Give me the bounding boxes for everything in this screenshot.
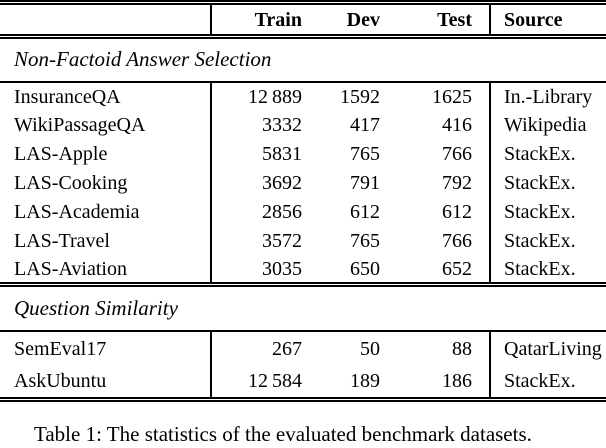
dataset-name-cell: LAS-Academia (0, 197, 212, 227)
train-cell: 2856 (262, 201, 302, 223)
source-cell: StackEx. (504, 230, 576, 252)
dev-cell: 765 (350, 230, 380, 252)
train-cell: 12 889 (247, 85, 302, 108)
source-cell: StackEx. (504, 257, 576, 280)
test-cell: 766 (385, 226, 491, 256)
source-cell: StackEx. (490, 365, 606, 402)
table-row: LAS-Cooking 3692 791 792 StackEx. (0, 168, 606, 198)
dataset-name-cell: LAS-Aviation (0, 255, 212, 285)
train-cell: 12 584 (211, 365, 308, 402)
section-title: Question Similarity (0, 282, 606, 332)
col-header-test: Test (385, 2, 491, 39)
dataset-statistics-table: Train Dev Test Source Non-Factoid Answer… (0, 0, 606, 402)
section-title: Non-Factoid Answer Selection (0, 36, 606, 83)
header-empty-cell (0, 2, 212, 39)
dataset-name-cell: AskUbuntu (0, 365, 212, 402)
test-cell: 792 (385, 168, 491, 198)
col-header-train: Train (211, 2, 308, 39)
table-row: SemEval17 267 50 88 QatarLiving (0, 331, 606, 365)
source-cell: Wikipedia (504, 114, 587, 136)
dev-cell: 650 (350, 257, 380, 280)
table-row: LAS-Travel 3572 765 766 StackEx. (0, 226, 606, 256)
dev-cell: 612 (350, 201, 380, 223)
section-row-question-similarity: Question Similarity (0, 282, 606, 332)
test-cell: 612 (385, 197, 491, 227)
col-header-dev: Dev (308, 2, 385, 39)
section-row-answer-selection: Non-Factoid Answer Selection (0, 36, 606, 83)
table-row: WikiPassageQA 3332 417 416 Wikipedia (0, 110, 606, 140)
dataset-name-cell: InsuranceQA (0, 81, 212, 111)
test-cell: 88 (385, 331, 491, 365)
table-row: LAS-Academia 2856 612 612 StackEx. (0, 197, 606, 227)
train-cell: 3692 (262, 172, 302, 194)
table-row: InsuranceQA 12 889 1592 1625 In.-Library (0, 81, 606, 111)
dataset-name-cell: WikiPassageQA (0, 110, 212, 140)
table-row: AskUbuntu 12 584 189 186 StackEx. (0, 365, 606, 402)
dev-cell: 1592 (340, 85, 380, 108)
dev-cell: 791 (350, 172, 380, 194)
train-cell: 5831 (262, 143, 302, 165)
test-cell: 186 (385, 365, 491, 402)
test-cell: 766 (385, 139, 491, 169)
train-cell: 3332 (262, 114, 302, 136)
dev-cell: 765 (350, 143, 380, 165)
dataset-name-cell: LAS-Cooking (0, 168, 212, 198)
dataset-name-cell: LAS-Travel (0, 226, 212, 256)
dataset-name-cell: LAS-Apple (0, 139, 212, 169)
table-caption: Table 1: The statistics of the evaluated… (34, 421, 532, 446)
train-cell: 267 (272, 337, 302, 360)
dev-cell: 417 (350, 114, 380, 136)
source-cell: StackEx. (504, 201, 576, 223)
train-cell: 3572 (262, 230, 302, 252)
train-cell: 3035 (262, 257, 302, 280)
source-cell: StackEx. (504, 172, 576, 194)
table-row: LAS-Aviation 3035 650 652 StackEx. (0, 255, 606, 285)
dev-cell: 50 (360, 337, 380, 360)
source-cell: QatarLiving (504, 337, 602, 360)
source-cell: StackEx. (504, 143, 576, 165)
test-cell: 652 (385, 255, 491, 285)
dataset-name-cell: SemEval17 (0, 331, 212, 365)
source-cell: In.-Library (504, 85, 593, 108)
dev-cell: 189 (308, 365, 385, 402)
col-header-source: Source (490, 2, 606, 39)
test-cell: 1625 (385, 81, 491, 111)
table-row: LAS-Apple 5831 765 766 StackEx. (0, 139, 606, 169)
header-row: Train Dev Test Source (0, 2, 606, 39)
test-cell: 416 (385, 110, 491, 140)
